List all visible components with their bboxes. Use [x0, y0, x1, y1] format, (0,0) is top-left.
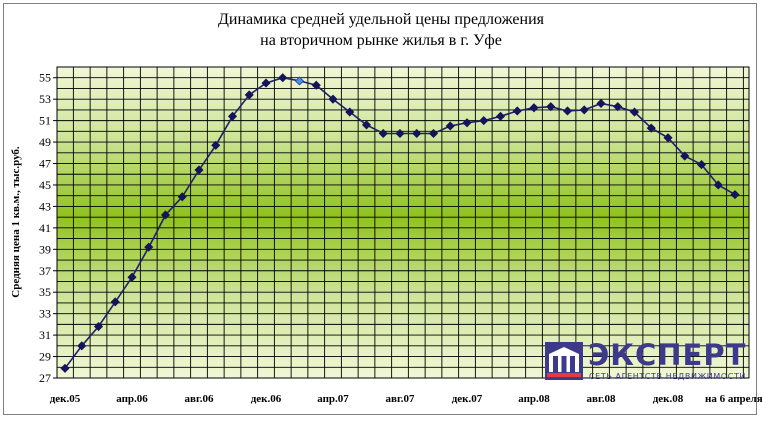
- y-tick-label: 33: [39, 307, 51, 321]
- x-tick-label: на 6 апреля: [705, 393, 762, 405]
- data-point: [261, 78, 271, 88]
- plot-area: [56, 66, 750, 379]
- y-tick-label: 41: [39, 221, 51, 235]
- data-point: [629, 107, 640, 117]
- data-point: [596, 98, 606, 109]
- data-point: [211, 140, 221, 150]
- data-point: [512, 106, 522, 116]
- y-tick-label: 35: [39, 285, 51, 299]
- x-tick-label: дек.07: [452, 393, 483, 405]
- data-point: [546, 102, 556, 112]
- expert-logo: ЭКСПЕРТ СЕТЬ АГЕНТСТВ НЕДВИЖИМОСТИ: [545, 338, 747, 384]
- data-point: [110, 297, 120, 307]
- y-tick-label: 55: [39, 71, 51, 85]
- data-point: [562, 106, 573, 116]
- data-point-highlighted: [294, 76, 305, 86]
- x-tick-label: апр.06: [116, 393, 148, 405]
- data-point: [345, 107, 355, 117]
- y-tick-label: 29: [39, 350, 51, 364]
- logo-tagline: СЕТЬ АГЕНТСТВ НЕДВИЖИМОСТИ: [589, 372, 747, 381]
- data-point: [696, 160, 707, 170]
- x-tick-label: апр.08: [518, 393, 550, 405]
- data-point: [328, 94, 338, 104]
- data-point: [462, 118, 472, 128]
- data-point: [160, 210, 171, 220]
- logo-name: ЭКСПЕРТ: [588, 338, 747, 372]
- data-point: [278, 73, 288, 83]
- series-group: [60, 73, 740, 373]
- y-tick-label: 51: [39, 114, 51, 128]
- data-point: [730, 190, 740, 200]
- data-point: [227, 111, 238, 121]
- chart-title-line-1: Динамика средней удельной цены предложен…: [217, 11, 545, 28]
- data-point: [127, 272, 137, 282]
- y-tick-label: 39: [39, 242, 51, 256]
- x-tick-label: авг.07: [386, 393, 415, 405]
- data-point: [177, 192, 187, 202]
- data-point: [311, 80, 321, 90]
- data-point: [194, 165, 204, 175]
- data-point: [60, 363, 70, 373]
- data-point: [412, 128, 422, 139]
- x-axis-ticks: дек.05 апр.06 авг.06 дек.06 апр.07 авг.07 дек.…: [50, 393, 762, 405]
- x-tick-label: дек.06: [251, 393, 282, 405]
- data-point: [144, 242, 154, 252]
- chart-title-line-2: на вторичном рынке жилья в г. Уфе: [260, 32, 502, 49]
- data-point: [395, 128, 405, 139]
- data-point: [77, 341, 87, 351]
- y-tick-label: 27: [39, 371, 51, 385]
- y-tick-label: 43: [39, 199, 51, 213]
- chart-title: Динамика средней удельной цены предложен…: [0, 9, 762, 51]
- y-tick-label: 31: [39, 328, 51, 342]
- data-point: [713, 180, 723, 190]
- logo-building-icon: [545, 342, 583, 380]
- grid-lines: [57, 67, 749, 378]
- y-tick-label: 45: [39, 178, 51, 192]
- y-axis-ticks: 27 29 31 33 35 37 39 41 43 45 47 49 51 53 55: [39, 71, 57, 385]
- data-point: [479, 116, 489, 126]
- y-tick-label: 37: [39, 264, 51, 278]
- y-tick-label: 47: [39, 157, 51, 171]
- data-point: [495, 111, 506, 121]
- data-point: [361, 120, 372, 130]
- data-point: [244, 90, 254, 100]
- data-point: [579, 105, 589, 115]
- data-point: [529, 103, 539, 113]
- data-point: [613, 102, 623, 112]
- data-point: [680, 151, 690, 161]
- data-point: [445, 121, 455, 131]
- x-tick-label: апр.07: [317, 393, 349, 405]
- data-point: [378, 128, 388, 139]
- x-tick-label: авг.06: [185, 393, 214, 405]
- data-point: [646, 123, 656, 133]
- x-tick-label: авг.08: [587, 393, 616, 405]
- x-tick-label: дек.08: [653, 393, 684, 405]
- y-tick-label: 49: [39, 135, 51, 149]
- y-tick-label: 53: [39, 92, 51, 106]
- data-point: [93, 321, 104, 332]
- data-point: [663, 133, 673, 143]
- data-point: [428, 128, 439, 139]
- x-tick-label: дек.05: [50, 393, 81, 405]
